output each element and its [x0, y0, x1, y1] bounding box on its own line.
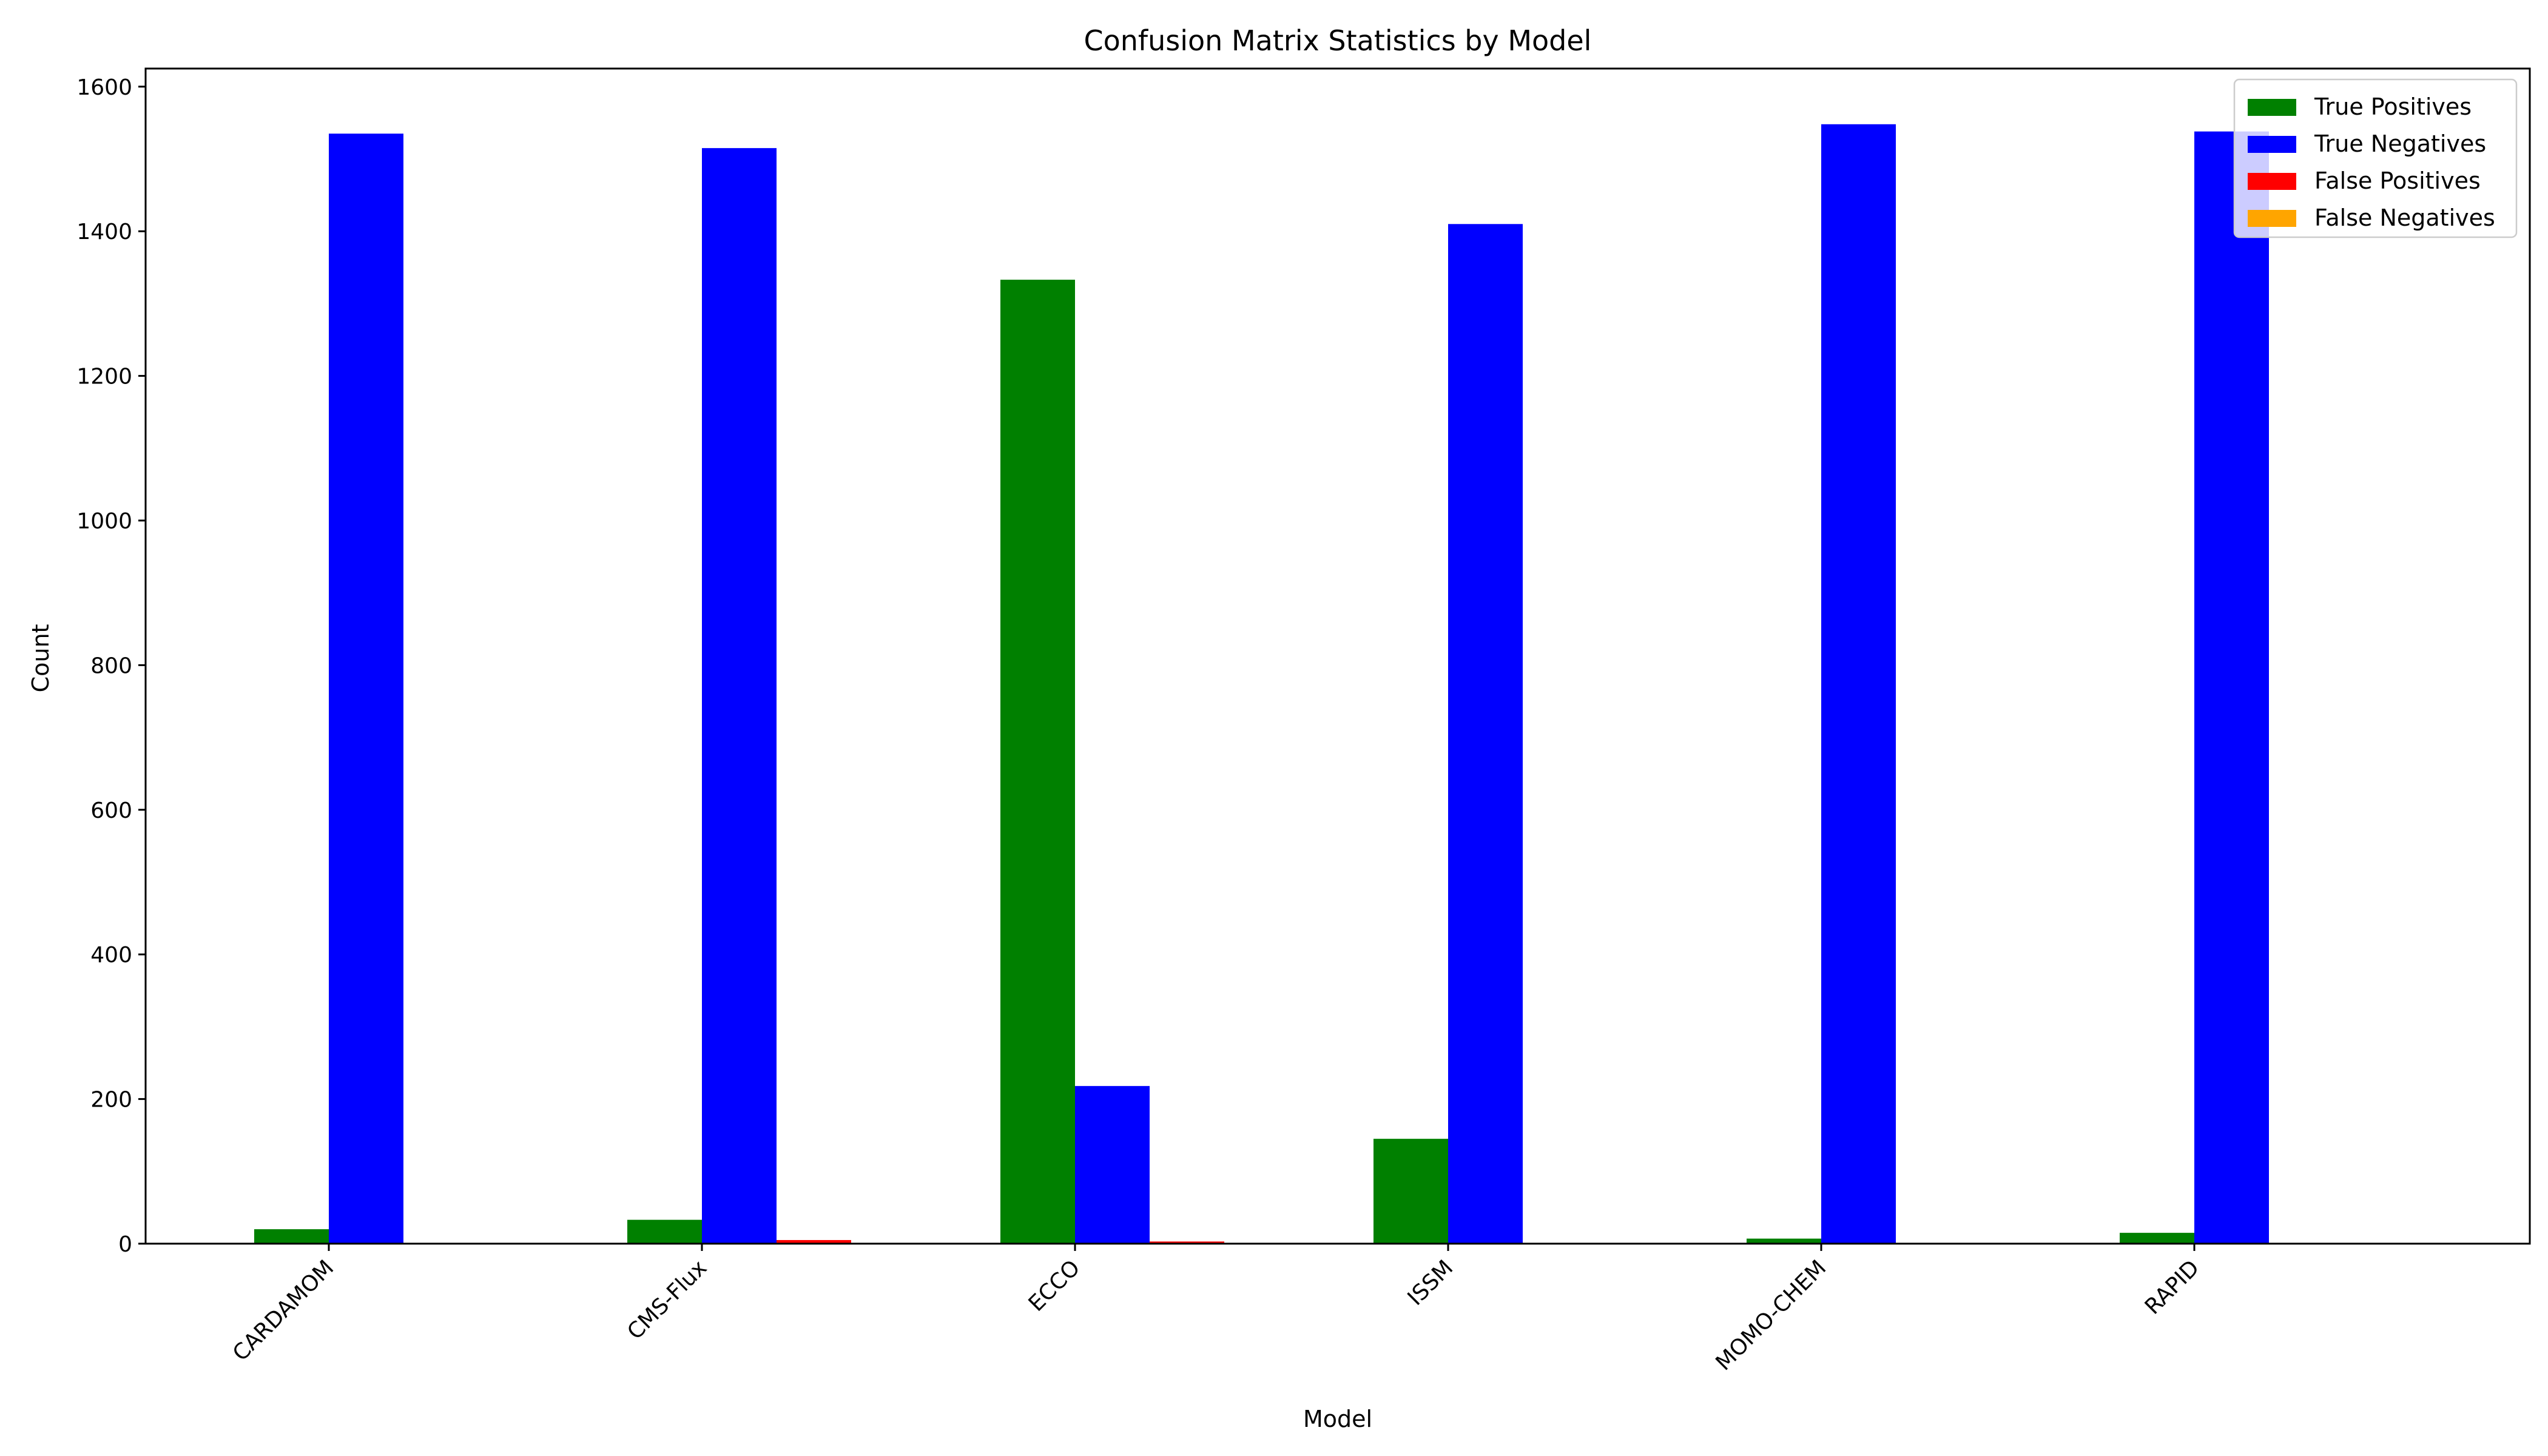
bars-layer — [254, 124, 2269, 1244]
legend-swatch — [2248, 210, 2296, 227]
x-axis-label: Model — [1303, 1406, 1372, 1432]
bar-true-negatives-issm — [1448, 224, 1523, 1244]
bar-true-negatives-ecco — [1075, 1086, 1150, 1244]
bar-true-positives-cms-flux — [627, 1219, 702, 1244]
bar-true-positives-issm — [1373, 1139, 1448, 1244]
y-tick-label: 1600 — [76, 75, 132, 100]
bar-true-positives-rapid — [2120, 1233, 2194, 1244]
legend-swatch — [2248, 99, 2296, 116]
legend-label: True Positives — [2314, 93, 2472, 120]
legend-swatch — [2248, 173, 2296, 190]
bar-true-negatives-cardamom — [329, 133, 403, 1244]
bar-true-positives-ecco — [1000, 280, 1075, 1244]
y-tick-label: 400 — [90, 943, 132, 968]
bar-false-positives-ecco — [1150, 1241, 1224, 1244]
y-axis-label: Count — [27, 624, 54, 693]
legend-swatch — [2248, 136, 2296, 153]
bar-true-positives-cardamom — [254, 1229, 329, 1244]
legend-box — [2233, 78, 2518, 238]
bar-true-positives-momo-chem — [1747, 1238, 1821, 1244]
legend-label: False Positives — [2314, 167, 2481, 194]
plot-frame — [144, 67, 2531, 1245]
legend: True Positives True Negatives False Positi… — [2233, 78, 2518, 238]
bar-true-negatives-cms-flux — [702, 148, 777, 1244]
bar-true-negatives-momo-chem — [1821, 124, 1896, 1244]
y-tick-label: 1200 — [76, 365, 132, 389]
y-axis: 0 200 400 600 800 1000 1200 1400 1600 — [76, 75, 146, 1257]
y-tick-label: 800 — [90, 653, 132, 678]
y-tick-label: 600 — [90, 798, 132, 823]
y-tick-label: 200 — [90, 1088, 132, 1113]
legend-label: True Negatives — [2314, 130, 2486, 157]
y-tick-label: 1000 — [76, 509, 132, 534]
bar-false-positives-cms-flux — [777, 1240, 851, 1244]
bar-true-negatives-rapid — [2194, 131, 2269, 1244]
legend-label: False Negatives — [2314, 204, 2495, 231]
chart-title: Confusion Matrix Statistics by Model — [1084, 24, 1592, 57]
y-tick-label: 0 — [118, 1232, 132, 1257]
y-tick-label: 1400 — [76, 220, 132, 244]
